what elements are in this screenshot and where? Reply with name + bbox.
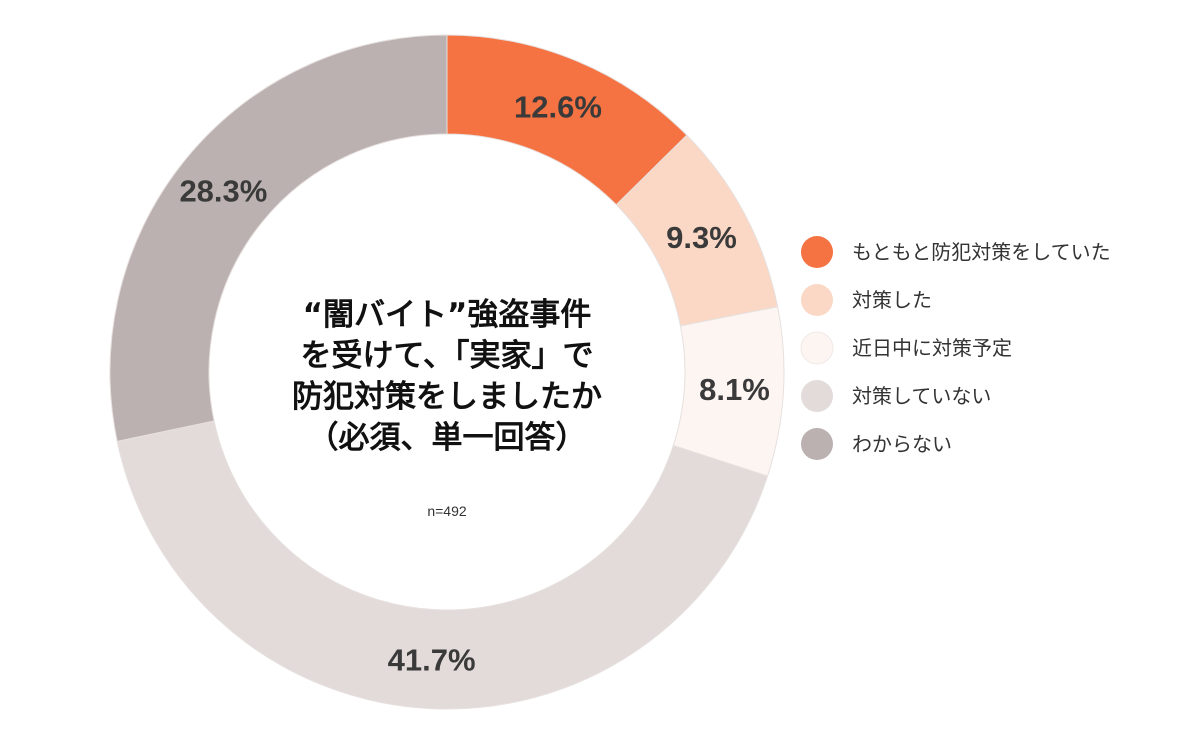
legend-label-2: 近日中に対策予定 [852, 336, 1012, 360]
legend-swatch-4 [801, 428, 833, 460]
chart-title: “闇バイト”強盗事件 を受けて、「実家」で 防犯対策をしましたか （必須、単一回… [292, 297, 602, 519]
slice-value-label-1: 9.3% [666, 220, 737, 255]
donut-slice-3 [116, 420, 769, 710]
legend-label-0: もともと防犯対策をしていた [852, 240, 1111, 264]
legend-swatch-2 [800, 331, 834, 365]
chart-title-line-2: を受けて、「実家」で [301, 338, 594, 374]
legend-swatch-1 [801, 284, 833, 316]
legend-label-3: 対策していない [852, 384, 991, 408]
chart-title-line-3: 防犯対策をしましたか [292, 379, 602, 415]
chart-title-line-4: （必須、単一回答） [308, 420, 587, 456]
donut-slice-4 [109, 34, 448, 442]
chart-title-line-1: “闇バイト”強盗事件 [303, 297, 592, 333]
legend-label-1: 対策した [852, 288, 932, 312]
legend-swatch-0 [801, 236, 833, 268]
donut-slices [109, 34, 785, 710]
legend-swatch-3 [801, 380, 833, 412]
slice-value-label-2: 8.1% [699, 372, 770, 407]
slice-value-label-4: 28.3% [179, 174, 267, 209]
sample-size-note: n=492 [427, 503, 467, 519]
slice-value-label-0: 12.6% [514, 89, 602, 124]
legend-label-4: わからない [852, 432, 952, 456]
slice-value-labels: 12.6% 9.3% 8.1% 41.7% 28.3% [179, 89, 769, 677]
slice-value-label-3: 41.7% [388, 643, 476, 678]
